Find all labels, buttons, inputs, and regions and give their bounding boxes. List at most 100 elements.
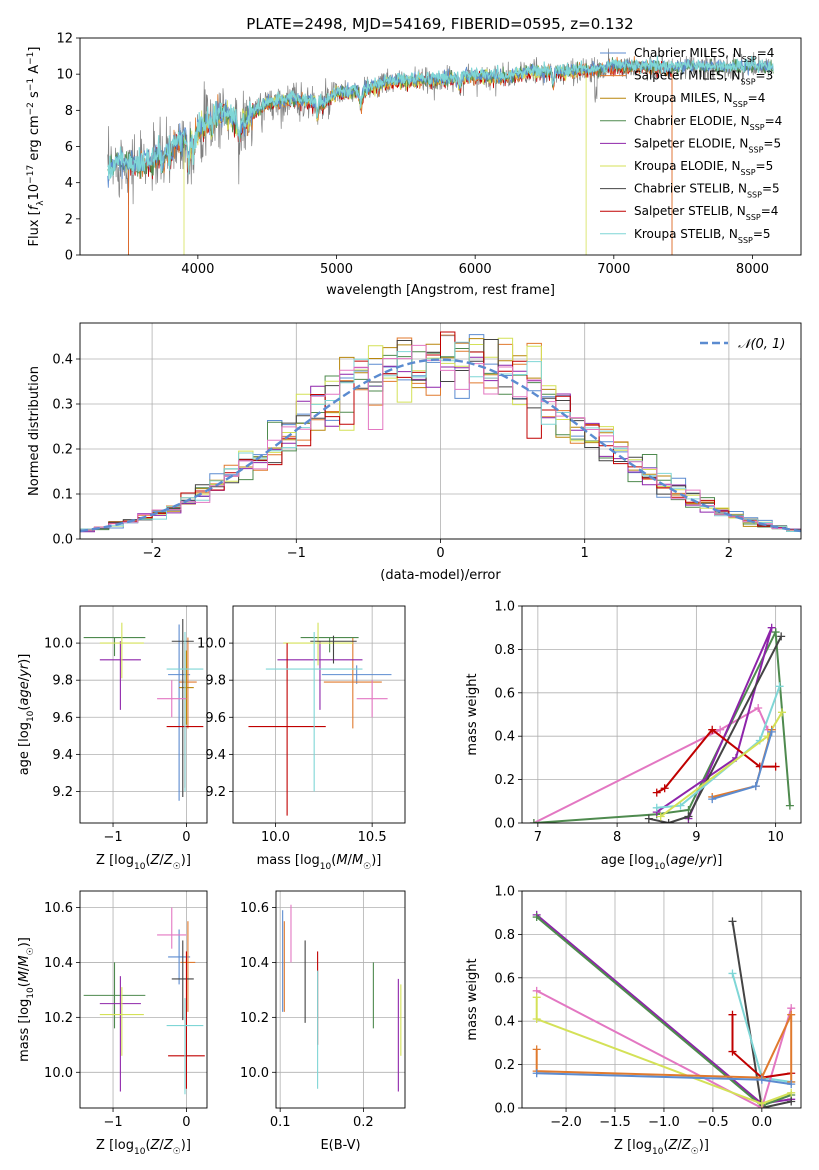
- tick-label-y: 10: [56, 68, 73, 83]
- weight-marker: [728, 1047, 737, 1056]
- tick-label-x: 7000: [597, 262, 630, 277]
- weight-marker: [751, 782, 760, 791]
- tick-label-y: 0.6: [494, 971, 515, 986]
- weight-marker: [684, 812, 693, 821]
- tick-label-x: 8: [613, 830, 621, 845]
- plot-area: [107, 48, 774, 255]
- weight-marker: [652, 788, 661, 797]
- error-point: [179, 650, 194, 725]
- weight-marker: [754, 703, 763, 712]
- tick-label-y: 0: [65, 249, 73, 264]
- axes-frame: [79, 890, 208, 1109]
- panel-weight-age: 7 8 9 10 0.0 0.2 0.4 0.6 0.8 1.0 mass weight age [l…: [465, 600, 802, 872]
- tick-label-y: 0.8: [494, 643, 515, 658]
- error-point: [277, 641, 363, 710]
- x-axis-label: Z [log10(Z/Z☉)]: [96, 1138, 191, 1157]
- weight-marker: [676, 801, 685, 810]
- error-point: [99, 976, 141, 1092]
- axes-frame: [79, 605, 208, 824]
- tick-label-y: 10.4: [44, 956, 73, 971]
- tick-label-y: 9.6: [52, 711, 73, 726]
- tick-label-y: 10.0: [197, 637, 226, 652]
- weight-line: [536, 989, 793, 1108]
- weight-marker: [785, 801, 794, 810]
- legend-entry: Salpeter MILES, NSSP=3: [634, 69, 773, 87]
- weight-marker: [787, 1010, 796, 1019]
- error-point: [83, 636, 146, 657]
- weight-marker: [656, 812, 665, 821]
- axes-frame: [521, 890, 802, 1109]
- error-point: [179, 637, 197, 729]
- tick-label-y: 0.2: [494, 773, 515, 788]
- tick-label-y: 8: [65, 104, 73, 119]
- tick-label-x: 6000: [459, 262, 492, 277]
- weight-marker: [771, 762, 780, 771]
- weight-marker: [771, 628, 780, 637]
- grid: [80, 606, 207, 823]
- weight-marker: [664, 819, 673, 823]
- weight-line: [648, 635, 783, 823]
- weight-marker: [767, 623, 776, 632]
- tick-label-y: 9.6: [205, 711, 226, 726]
- tick-label-y: 0.2: [52, 443, 73, 458]
- tick-label-x: 0.2: [353, 1115, 374, 1130]
- y-axis-label: mass [log10(M/M☉)]: [17, 937, 36, 1062]
- weight-marker: [728, 917, 737, 926]
- plot-area: [532, 910, 796, 1108]
- tick-label-y: 9.8: [52, 674, 73, 689]
- tick-label-y: 0.4: [494, 1015, 515, 1030]
- weight-marker: [660, 784, 669, 793]
- grid: [233, 606, 405, 823]
- tick-label-x: −0.5: [697, 1115, 729, 1130]
- error-point: [248, 643, 326, 816]
- tick-label-x: −2.0: [550, 1115, 582, 1130]
- error-point: [157, 680, 187, 718]
- tick-label-y: 0.0: [494, 817, 515, 832]
- panel-age-Z: −1 0 9.2 9.4 9.6 9.8 10.0 Z [log10(Z/Z☉)] age [l…: [17, 605, 208, 872]
- error-point: [83, 962, 146, 1029]
- weight-marker: [775, 682, 784, 691]
- tick-label-x: −1: [287, 546, 306, 561]
- weight-marker: [777, 708, 786, 717]
- tick-label-x: 0: [182, 1115, 190, 1130]
- weight-line: [535, 997, 792, 1105]
- plot-area: [248, 622, 392, 816]
- tick-label-y: 0.3: [52, 398, 73, 413]
- tick-label-y: 0.1: [52, 488, 73, 503]
- error-point: [99, 987, 144, 1056]
- legend-entry: Chabrier MILES, NSSP=4: [634, 46, 774, 64]
- error-point: [300, 636, 359, 653]
- tick-label-y: 10.2: [240, 1011, 269, 1026]
- model-spectrum: [128, 60, 673, 255]
- plot-area: [80, 331, 801, 533]
- axes-frame: [275, 890, 406, 1109]
- tick-label-x: 10: [767, 830, 784, 845]
- tick-label-x: 7: [534, 830, 542, 845]
- panel-mass-Z: −1 0 10.0 10.2 10.4 10.6 Z [log10(Z/Z☉)] mass […: [17, 890, 208, 1157]
- weight-marker: [708, 725, 717, 734]
- tick-label-x: 1: [581, 546, 589, 561]
- axes-frame: [79, 37, 802, 256]
- panel-spectrum: 4000 5000 6000 7000 8000 0 2 4 6 8 10 12 wavelength …: [26, 32, 802, 298]
- plot-area: [282, 904, 402, 1092]
- tick-label-x: 10.5: [358, 830, 387, 845]
- tick-label-y: 6: [65, 140, 73, 155]
- weight-line: [731, 1014, 792, 1079]
- weight-line: [533, 628, 791, 823]
- tick-label-x: 2: [725, 546, 733, 561]
- error-point: [166, 998, 204, 1095]
- legend-entry: 𝒩(0, 1): [738, 337, 785, 352]
- tick-label-y: 10.6: [44, 901, 73, 916]
- legend-entry: Kroupa STELIB, NSSP=5: [634, 227, 771, 245]
- weight-marker: [757, 1099, 766, 1108]
- residual-histogram: [80, 331, 801, 531]
- weight-marker: [757, 1075, 766, 1084]
- weight-line: [656, 627, 773, 820]
- tick-label-y: 10.0: [44, 1066, 73, 1081]
- axes-frame: [79, 322, 802, 540]
- tick-label-y: 12: [56, 32, 73, 47]
- tick-label-y: 10.6: [240, 901, 269, 916]
- tick-label-y: 10.0: [44, 637, 73, 652]
- weight-marker: [644, 814, 653, 823]
- x-axis-label: E(B-V): [320, 1138, 360, 1153]
